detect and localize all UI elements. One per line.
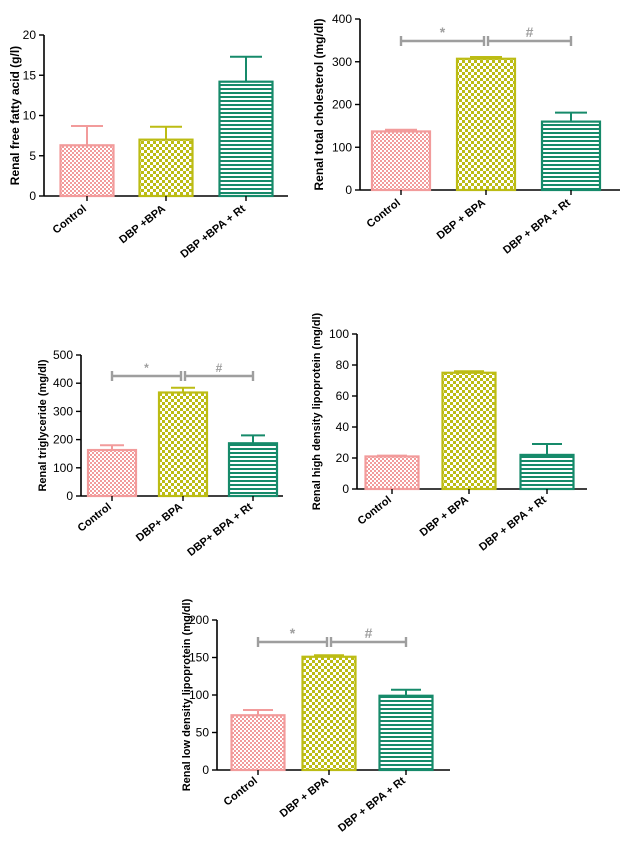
category-label: DBP +BPA [117,203,168,246]
bar-control [86,448,138,498]
category-label: DBP+ BPA + Rt [185,501,255,559]
category-label: DBP + BPA + Rt [477,494,549,554]
y-tick-label: 0 [29,189,36,203]
category-label: Control [365,197,403,231]
significance-label: # [216,361,223,375]
y-tick-label: 400 [53,376,73,390]
y-tick-label: 20 [336,451,350,465]
bar-dbp-bpa [138,138,194,198]
y-tick-label: 20 [23,28,37,42]
y-tick-label: 0 [342,482,349,496]
category-label: DBP + BPA [435,197,488,242]
category-label: DBP + BPA + Rt [336,775,408,835]
bar-dbp-bpa-rt [218,80,274,198]
chart-panel-3: 0 100 200 300 400 500 Control DBP+ BPA DBP+ BPA … [37,348,283,559]
y-axis-label: Renal low density lipoprotein (mg/dl) [181,598,193,791]
bar-dbp-bpa [157,391,209,498]
bar-dbp-bpa-rt [378,694,434,772]
category-label: Control [51,203,89,237]
significance-label: * [144,361,149,375]
y-tick-label: 100 [189,688,209,702]
significance-label: # [526,24,534,40]
category-label: DBP + BPA [278,775,331,820]
chart-panel-5: 0 50 100 150 200 Control DBP + BPA DBP + BPA + … [181,598,450,835]
y-tick-label: 0 [202,763,209,777]
y-axis-label: Renal triglyceride (mg/dl) [37,359,49,491]
y-tick-label: 5 [29,149,36,163]
y-tick-label: 40 [336,420,350,434]
bar-dbp-bpa-rt [227,442,279,498]
significance-label: * [440,24,446,40]
y-axis-label: Renal free fatty acid (g/l) [8,46,22,185]
y-tick-label: 200 [332,98,352,112]
bar-dbp-bpa [455,57,517,192]
y-axis-label: Renal total cholesterol (mg/dl) [312,18,326,190]
y-tick-label: 10 [23,109,37,123]
category-label: DBP +BPA + Rt [178,203,248,261]
y-tick-label: 300 [53,404,73,418]
bar-dbp-bpa [441,371,497,491]
significance-label: * [290,625,296,641]
y-tick-label: 400 [332,12,352,26]
y-tick-label: 15 [23,68,37,82]
chart-panel-4: 0 20 40 60 80 100 Control DBP + BPA DBP + BPA + … [311,312,587,554]
bar-control [364,455,420,491]
category-label: Control [356,494,394,528]
y-axis-label: Renal high density lipoprotein (mg/dl) [311,312,323,510]
y-tick-label: 0 [345,183,352,197]
y-tick-label: 500 [53,348,73,362]
y-tick-label: 100 [53,461,73,475]
chart-panel-1: 0 5 10 15 20 Control DBP +BPA DBP +BPA + Rt Rena… [8,28,288,261]
bar-dbp-bpa [301,655,357,772]
bar-control [370,130,432,192]
y-tick-label: 200 [53,433,73,447]
chart-panel-2: 0 100 200 300 400 Control DBP + BPA DBP + BPA +… [312,12,620,257]
y-tick-label: 300 [332,55,352,69]
y-tick-label: 60 [336,389,350,403]
category-label: Control [222,775,260,809]
category-label: Control [76,501,114,535]
y-tick-label: 150 [189,651,209,665]
category-label: DBP + BPA [418,494,471,539]
y-tick-label: 100 [329,327,349,341]
bar-dbp-bpa-rt [540,120,602,192]
y-tick-label: 100 [332,140,352,154]
y-tick-label: 0 [66,489,73,503]
bar-control [59,144,115,198]
bar-dbp-bpa-rt [519,453,575,491]
significance-label: # [365,625,373,641]
bar-control [230,714,286,772]
y-tick-label: 80 [336,358,350,372]
y-tick-label: 200 [189,613,209,627]
y-tick-label: 50 [196,726,210,740]
category-label: DBP+ BPA [134,501,185,544]
category-label: DBP + BPA + Rt [501,197,573,257]
